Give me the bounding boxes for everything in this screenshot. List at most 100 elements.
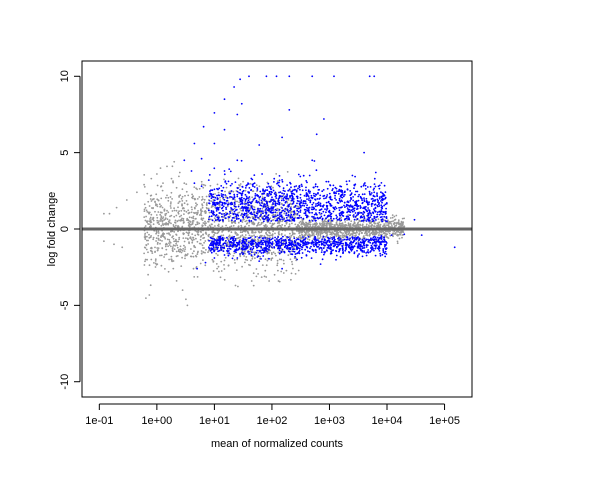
significant-point xyxy=(364,240,366,243)
significant-point xyxy=(368,217,371,220)
nonsignificant-point xyxy=(292,267,294,270)
significant-point xyxy=(385,242,388,244)
significant-point xyxy=(247,199,250,202)
nonsignificant-point xyxy=(125,199,128,201)
nonsignificant-point xyxy=(174,244,177,247)
significant-point xyxy=(381,199,384,202)
nonsignificant-point xyxy=(157,237,160,240)
nonsignificant-point xyxy=(290,234,293,237)
nonsignificant-point xyxy=(198,222,201,225)
significant-point xyxy=(218,249,221,252)
nonsignificant-point xyxy=(287,254,290,257)
significant-point xyxy=(301,185,303,188)
nonsignificant-point xyxy=(244,216,247,219)
nonsignificant-point xyxy=(305,222,308,224)
significant-point xyxy=(367,207,369,209)
significant-point xyxy=(340,185,343,188)
nonsignificant-point xyxy=(273,222,276,225)
nonsignificant-point xyxy=(309,221,312,223)
significant-point xyxy=(340,219,343,222)
nonsignificant-point xyxy=(272,186,274,189)
significant-point xyxy=(349,214,351,217)
nonsignificant-point xyxy=(261,221,264,224)
nonsignificant-point xyxy=(347,222,350,225)
significant-point xyxy=(291,216,294,219)
significant-point xyxy=(210,189,212,192)
significant-point xyxy=(239,253,241,255)
nonsignificant-point xyxy=(203,210,206,213)
nonsignificant-point xyxy=(196,223,199,226)
significant-point xyxy=(230,203,232,206)
nonsignificant-point xyxy=(299,234,301,237)
nonsignificant-point xyxy=(211,235,214,238)
significant-point xyxy=(305,254,308,257)
significant-point xyxy=(217,246,219,249)
significant-point xyxy=(282,187,285,190)
significant-point xyxy=(240,159,243,162)
significant-point xyxy=(348,205,351,207)
nonsignificant-point xyxy=(252,272,255,275)
significant-point xyxy=(338,212,341,215)
nonsignificant-point xyxy=(353,222,356,225)
significant-point xyxy=(245,240,248,242)
significant-point xyxy=(371,218,374,221)
significant-point xyxy=(321,218,324,221)
significant-point xyxy=(286,236,289,238)
significant-point xyxy=(336,243,338,246)
significant-point xyxy=(224,217,227,220)
nonsignificant-point xyxy=(281,224,284,226)
significant-point xyxy=(257,241,260,244)
significant-point xyxy=(362,242,365,244)
nonsignificant-point xyxy=(378,221,381,224)
significant-point xyxy=(244,200,247,202)
significant-point xyxy=(370,214,373,217)
nonsignificant-point xyxy=(197,230,200,232)
nonsignificant-point xyxy=(277,269,279,272)
significant-point xyxy=(320,251,323,254)
significant-point xyxy=(291,245,294,248)
significant-point xyxy=(302,217,305,220)
nonsignificant-point xyxy=(227,218,230,220)
nonsignificant-point xyxy=(270,234,272,237)
significant-point xyxy=(360,241,363,244)
significant-point xyxy=(278,212,281,214)
y-axis-title: log fold change xyxy=(46,192,58,267)
significant-point xyxy=(305,245,308,248)
significant-point xyxy=(300,256,303,259)
significant-point xyxy=(254,195,257,197)
nonsignificant-point xyxy=(272,230,274,233)
significant-point xyxy=(370,203,373,206)
nonsignificant-point xyxy=(221,225,224,228)
nonsignificant-point xyxy=(193,186,196,189)
significant-point xyxy=(211,189,214,192)
significant-point xyxy=(234,238,237,240)
significant-point xyxy=(279,215,281,218)
nonsignificant-point xyxy=(351,224,354,227)
nonsignificant-point xyxy=(241,231,244,234)
significant-point xyxy=(363,215,365,218)
significant-point xyxy=(287,205,290,208)
nonsignificant-point xyxy=(281,220,283,223)
nonsignificant-point xyxy=(356,222,359,225)
nonsignificant-point xyxy=(180,209,183,212)
significant-point xyxy=(281,192,283,195)
significant-point xyxy=(303,194,306,197)
nonsignificant-point xyxy=(185,231,188,234)
nonsignificant-point xyxy=(200,217,203,220)
significant-point xyxy=(378,202,381,204)
nonsignificant-point xyxy=(302,223,305,226)
nonsignificant-point xyxy=(276,211,278,214)
significant-point xyxy=(305,206,308,209)
significant-point xyxy=(294,244,297,247)
significant-point xyxy=(322,243,324,245)
significant-point xyxy=(349,248,352,250)
significant-point xyxy=(367,213,370,216)
nonsignificant-point xyxy=(188,241,190,244)
significant-point xyxy=(230,190,233,192)
nonsignificant-point xyxy=(187,194,190,197)
nonsignificant-point xyxy=(170,214,173,217)
significant-point xyxy=(262,192,265,195)
significant-point xyxy=(283,239,285,242)
significant-point xyxy=(308,211,311,214)
significant-point xyxy=(316,202,319,205)
